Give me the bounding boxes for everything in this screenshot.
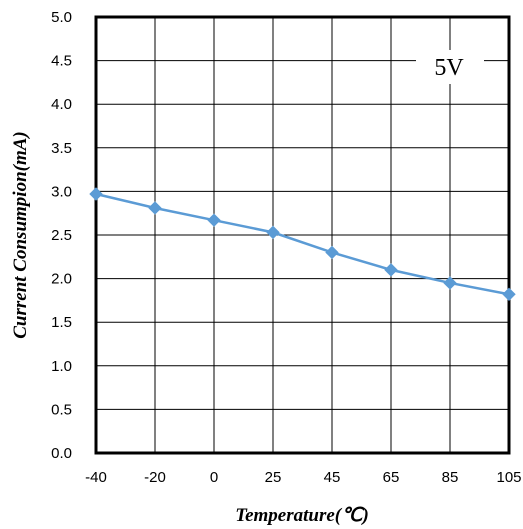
y-tick-label: 2.5	[51, 227, 72, 244]
series-layer	[89, 187, 516, 302]
y-tick-label: 1.5	[51, 314, 72, 331]
x-tick-label: 0	[210, 469, 218, 486]
x-axis-tick-labels: -40 -20 0 25 45 65 85 105	[85, 469, 521, 486]
x-tick-label: 65	[383, 469, 400, 486]
x-tick-label: 25	[265, 469, 282, 486]
y-tick-label: 1.0	[51, 358, 72, 375]
x-axis-title: Temperature(℃)	[235, 505, 369, 526]
x-tick-label: 45	[324, 469, 341, 486]
y-tick-label: 4.5	[51, 53, 72, 70]
y-tick-label: 4.0	[51, 96, 72, 113]
data-point-marker	[266, 225, 280, 240]
x-tick-label: 105	[496, 469, 521, 486]
y-axis-tick-labels: 0.0 0.5 1.0 1.5 2.0 2.5 3.0 3.5 4.0 4.5 5.0	[51, 9, 72, 462]
data-point-marker	[443, 276, 457, 290]
plot-area-frame	[94, 15, 511, 455]
data-point-marker	[148, 201, 162, 215]
y-tick-label: 3.5	[51, 140, 72, 157]
data-point-marker	[384, 263, 398, 277]
data-point-marker	[325, 245, 339, 260]
data-point-marker	[207, 213, 221, 227]
y-tick-label: 3.0	[51, 183, 72, 200]
y-tick-label: 2.0	[51, 271, 72, 288]
y-axis-title: Current Consumpion(mA)	[10, 131, 31, 339]
y-tick-label: 0.0	[51, 445, 72, 462]
y-tick-label: 0.5	[51, 401, 72, 418]
voltage-annotation: 5V	[434, 55, 464, 81]
annotation-background	[416, 50, 484, 84]
x-tick-label: -20	[144, 469, 166, 486]
x-tick-label: -40	[85, 469, 107, 486]
series-line	[95, 192, 510, 296]
data-point-marker	[89, 187, 103, 201]
y-tick-label: 5.0	[51, 9, 72, 26]
data-point-marker	[502, 287, 516, 302]
x-tick-label: 85	[442, 469, 459, 486]
